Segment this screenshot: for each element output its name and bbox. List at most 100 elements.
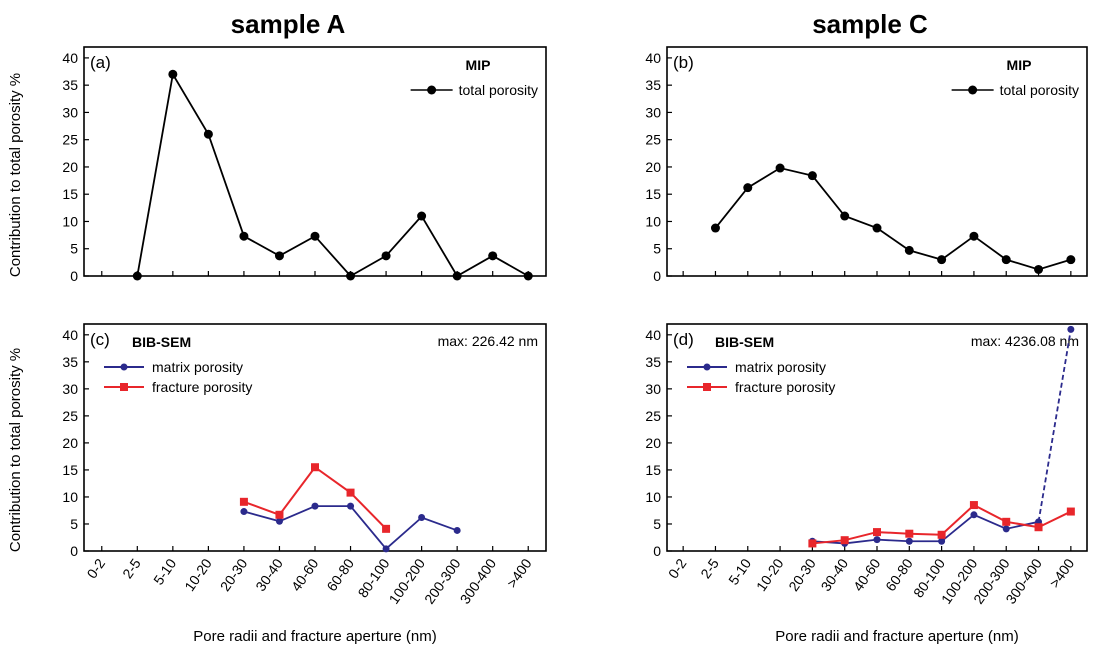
max-annotation: max: 226.42 nm bbox=[438, 333, 538, 349]
x-category-label: 10-20 bbox=[181, 555, 215, 594]
legend-entry-label: total porosity bbox=[459, 82, 538, 98]
legend-entry-label: total porosity bbox=[1000, 82, 1079, 98]
y-tick-label: 30 bbox=[62, 381, 78, 397]
data-point bbox=[382, 524, 391, 533]
data-point bbox=[347, 502, 355, 510]
x-category-label: 30-40 bbox=[818, 555, 852, 594]
legend-marker bbox=[703, 363, 711, 371]
panel-c: 0 5 10 15 20 25 30 35 40 0-2 2-5 5-10 10-20 20-30 30-4… bbox=[62, 323, 547, 607]
data-point bbox=[873, 536, 881, 544]
x-category-label: 5-10 bbox=[150, 555, 179, 587]
x-category-label: 60-80 bbox=[323, 555, 357, 594]
x-category-label: 20-30 bbox=[785, 555, 819, 594]
y-tick-label: 15 bbox=[62, 462, 78, 478]
series-total-porosity bbox=[710, 163, 1076, 274]
y-tick-label: 15 bbox=[62, 186, 78, 202]
y-tick-label: 10 bbox=[62, 213, 78, 229]
data-point bbox=[1034, 264, 1044, 274]
panel-label: (a) bbox=[90, 53, 111, 72]
x-category-label: 2-5 bbox=[119, 555, 144, 581]
data-point bbox=[239, 231, 249, 241]
x-category-label: 40-60 bbox=[288, 555, 322, 594]
y-tick-label: 20 bbox=[62, 435, 78, 451]
data-point bbox=[310, 231, 320, 241]
data-point bbox=[808, 539, 817, 548]
y-tick-label: 5 bbox=[653, 241, 661, 257]
legend-title: BIB-SEM bbox=[132, 334, 191, 350]
data-point bbox=[240, 508, 248, 516]
series-fracture-porosity bbox=[808, 501, 1075, 548]
y-tick-label: 5 bbox=[653, 516, 661, 532]
data-point bbox=[872, 223, 882, 233]
plot-frame bbox=[666, 323, 1088, 552]
x-category-label: 60-80 bbox=[882, 555, 916, 594]
y-tick-label: 15 bbox=[645, 462, 661, 478]
column-title-left: sample A bbox=[231, 9, 346, 39]
data-point bbox=[937, 530, 946, 539]
data-point bbox=[311, 463, 319, 472]
y-tick-label: 25 bbox=[645, 408, 661, 424]
x-category-label: 40-60 bbox=[850, 555, 884, 594]
legend-marker bbox=[968, 85, 978, 95]
y-tick-label: 5 bbox=[70, 241, 78, 257]
data-point bbox=[1066, 507, 1075, 516]
x-category-label: 300-400 bbox=[457, 555, 500, 606]
legend-marker bbox=[427, 85, 437, 95]
data-point bbox=[1002, 525, 1010, 533]
panel-label: (b) bbox=[673, 53, 694, 72]
y-tick-label: 35 bbox=[645, 77, 661, 93]
legend: BIB-SEM matrix porosity fracture porosity bbox=[687, 334, 835, 395]
panel-d: 0 5 10 15 20 25 30 35 40 0-2 2-5 5-1010-2020-3030-4… bbox=[645, 323, 1088, 607]
data-point bbox=[840, 211, 850, 221]
x-category-label: 80-100 bbox=[354, 555, 392, 600]
data-point bbox=[275, 510, 284, 519]
series-matrix-porosity bbox=[808, 325, 1075, 547]
data-point bbox=[1066, 255, 1076, 265]
y-axis-label-bottom: Contribution to total porosity % bbox=[7, 348, 24, 552]
data-point bbox=[937, 255, 947, 265]
y-tick-label: 0 bbox=[653, 543, 661, 559]
y-tick-label: 40 bbox=[645, 50, 661, 66]
legend-title: MIP bbox=[1007, 57, 1032, 73]
x-category-label: 20-30 bbox=[217, 555, 251, 594]
series-line-dashed bbox=[1037, 329, 1072, 522]
y-tick-label: 25 bbox=[645, 132, 661, 148]
x-axis-label-right: Pore radii and fracture aperture (nm) bbox=[775, 628, 1018, 645]
x-category-label: >400 bbox=[503, 555, 534, 590]
y-tick-label: 30 bbox=[645, 104, 661, 120]
data-point bbox=[203, 129, 213, 139]
legend-entry-label: matrix porosity bbox=[152, 359, 243, 375]
data-point bbox=[382, 545, 390, 553]
y-tick-label: 40 bbox=[645, 327, 661, 343]
y-tick-label: 5 bbox=[70, 516, 78, 532]
y-tick-label: 35 bbox=[645, 354, 661, 370]
legend-entry-label: fracture porosity bbox=[152, 379, 252, 395]
y-tick-label: 40 bbox=[62, 50, 78, 66]
data-point bbox=[969, 501, 978, 510]
data-point bbox=[905, 529, 914, 538]
data-point bbox=[1002, 517, 1011, 526]
y-tick-label: 10 bbox=[645, 213, 661, 229]
data-point bbox=[905, 537, 913, 545]
y-tick-label: 20 bbox=[645, 435, 661, 451]
legend-marker bbox=[120, 383, 128, 391]
data-point bbox=[275, 517, 283, 525]
data-point bbox=[1001, 255, 1011, 265]
data-point bbox=[775, 163, 785, 173]
series-fracture-porosity bbox=[239, 463, 391, 533]
data-point bbox=[168, 69, 178, 79]
y-tick-label: 10 bbox=[645, 489, 661, 505]
legend-marker bbox=[703, 383, 711, 391]
series-line bbox=[812, 513, 1039, 545]
data-point bbox=[970, 511, 978, 519]
series-matrix-porosity bbox=[240, 502, 461, 553]
data-point bbox=[743, 183, 753, 193]
data-point bbox=[710, 223, 720, 233]
data-point bbox=[453, 526, 461, 534]
x-category-label: 10-20 bbox=[753, 555, 787, 594]
y-tick-label: 0 bbox=[653, 268, 661, 284]
y-tick-label: 30 bbox=[645, 381, 661, 397]
y-tick-label: 0 bbox=[70, 268, 78, 284]
data-point bbox=[274, 251, 284, 261]
data-point bbox=[488, 251, 498, 261]
